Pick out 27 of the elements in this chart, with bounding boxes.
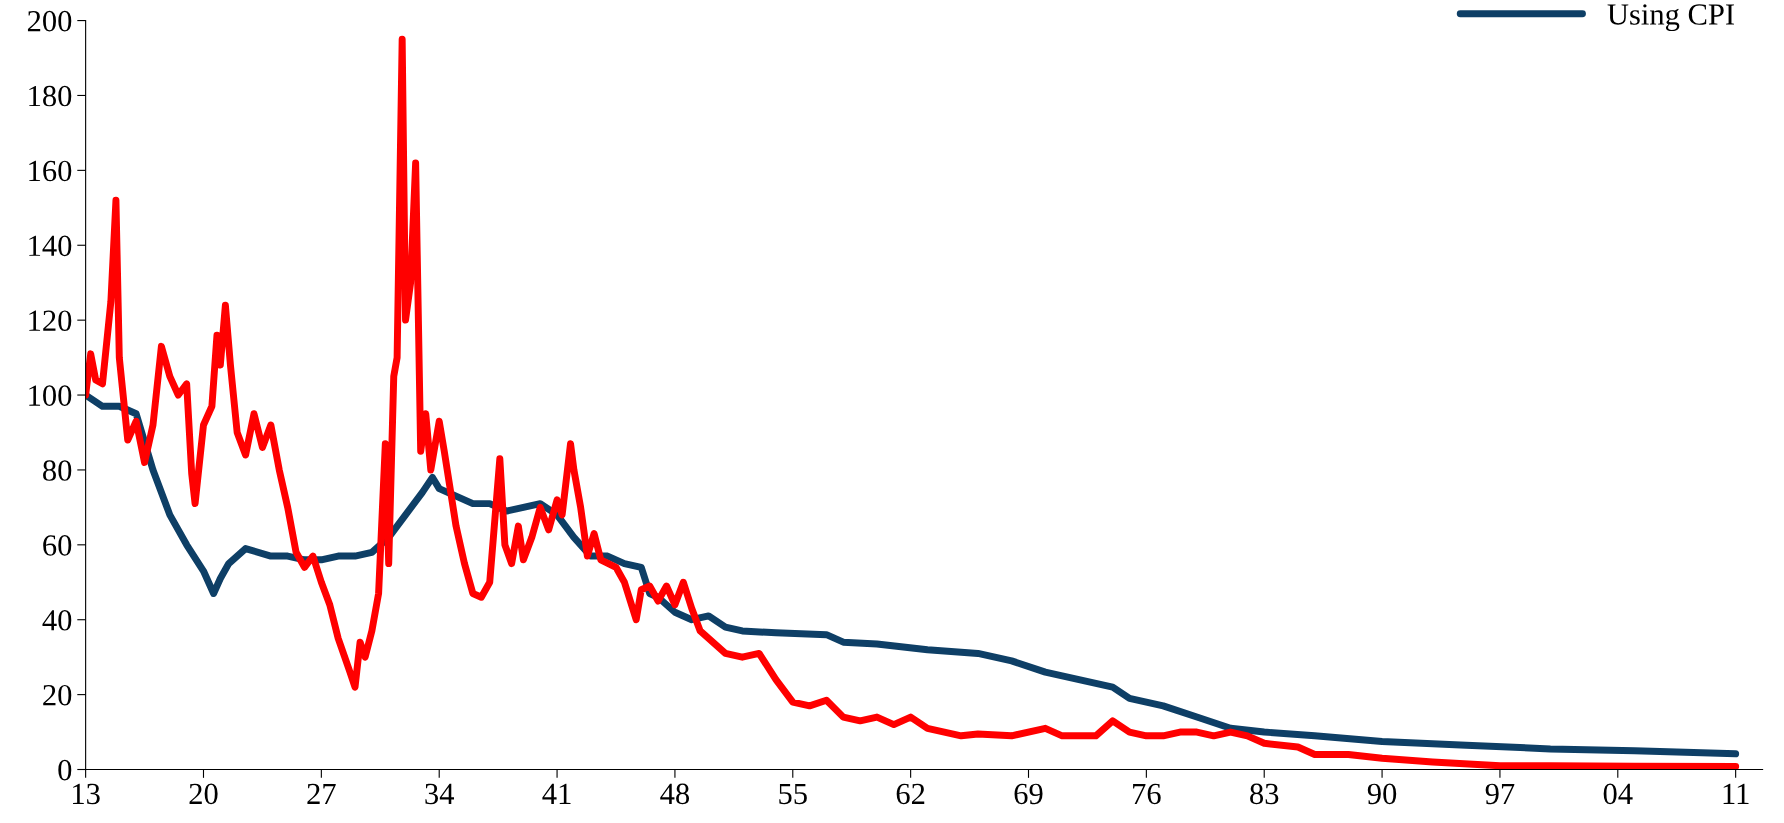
legend-label: Using CPI (1607, 4, 1735, 32)
x-tick-label: 69 (1014, 783, 1043, 805)
x-tick-label: 83 (1250, 783, 1279, 805)
y-tick-label: 60 (43, 535, 72, 556)
x-tick-label: 76 (1133, 783, 1161, 805)
y-tick-label: 120 (29, 310, 72, 332)
y-tick-label: 100 (29, 385, 72, 406)
x-tick-label: 55 (779, 783, 807, 805)
y-tick-label: 40 (42, 610, 72, 631)
x-tick-label: 34 (425, 783, 455, 805)
y-tick-label: 80 (43, 460, 72, 481)
x-tick-label: 27 (307, 783, 336, 804)
x-tick-label: 11 (1723, 783, 1749, 804)
y-tick-label: 180 (29, 85, 72, 107)
x-tick-label: 20 (189, 783, 218, 805)
y-tick-label: 140 (29, 235, 72, 257)
x-tick-label: 48 (660, 783, 690, 805)
x-tick-label: 13 (73, 783, 100, 805)
y-tick-label: 200 (27, 10, 72, 32)
x-tick-label: 90 (1367, 783, 1397, 805)
y-tick-label: 20 (43, 684, 72, 706)
x-tick-label: 62 (896, 783, 925, 805)
y-tick-label: 0 (58, 759, 72, 781)
x-tick-label: 04 (1603, 783, 1633, 805)
x-tick-label: 97 (1485, 783, 1515, 805)
x-tick-label: 41 (542, 783, 571, 804)
y-tick-label: 160 (29, 160, 72, 182)
